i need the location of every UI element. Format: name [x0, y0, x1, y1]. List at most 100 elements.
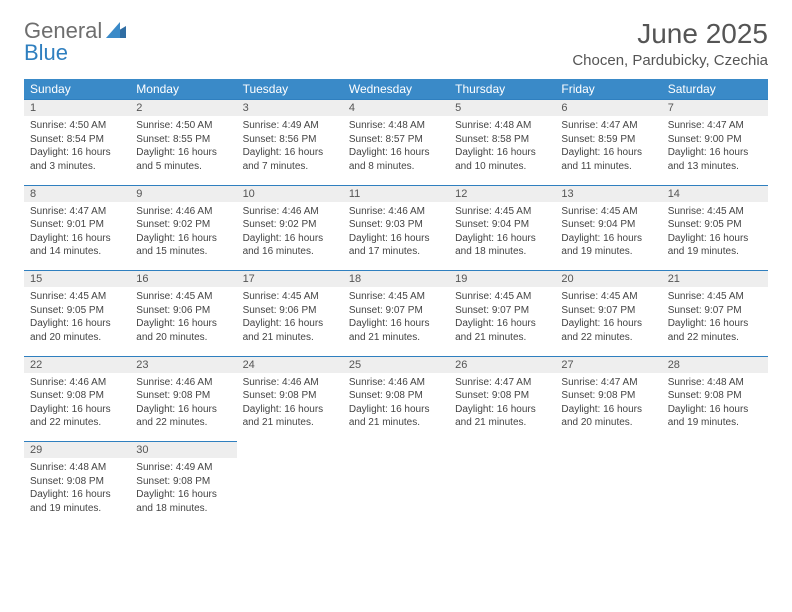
sunrise-line: Sunrise: 4:46 AM — [136, 205, 230, 219]
day-number: 6 — [555, 100, 661, 117]
daylight-line: Daylight: 16 hours and 20 minutes. — [136, 317, 230, 344]
daylight-line: Daylight: 16 hours and 3 minutes. — [30, 146, 124, 173]
day-number: 12 — [449, 185, 555, 202]
sunrise-line: Sunrise: 4:49 AM — [243, 119, 337, 133]
day-details: Sunrise: 4:47 AMSunset: 8:59 PMDaylight:… — [555, 116, 661, 181]
day-number: 4 — [343, 100, 449, 117]
sunrise-line: Sunrise: 4:46 AM — [243, 376, 337, 390]
sunrise-line: Sunrise: 4:47 AM — [30, 205, 124, 219]
sunrise-line: Sunrise: 4:47 AM — [455, 376, 549, 390]
day-details: Sunrise: 4:49 AMSunset: 8:56 PMDaylight:… — [237, 116, 343, 181]
sunset-line: Sunset: 8:57 PM — [349, 133, 443, 147]
daylight-line: Daylight: 16 hours and 21 minutes. — [455, 403, 549, 430]
day-number: 13 — [555, 185, 661, 202]
day-number: 29 — [24, 442, 130, 459]
sunset-line: Sunset: 8:58 PM — [455, 133, 549, 147]
sunset-line: Sunset: 9:04 PM — [561, 218, 655, 232]
day-details: Sunrise: 4:46 AMSunset: 9:08 PMDaylight:… — [343, 373, 449, 438]
daylight-line: Daylight: 16 hours and 21 minutes. — [455, 317, 549, 344]
day-details: Sunrise: 4:45 AMSunset: 9:04 PMDaylight:… — [555, 202, 661, 267]
daylight-line: Daylight: 16 hours and 19 minutes. — [668, 403, 762, 430]
day-details: Sunrise: 4:49 AMSunset: 9:08 PMDaylight:… — [130, 458, 236, 523]
daylight-line: Daylight: 16 hours and 8 minutes. — [349, 146, 443, 173]
sunset-line: Sunset: 9:00 PM — [668, 133, 762, 147]
day-details: Sunrise: 4:50 AMSunset: 8:55 PMDaylight:… — [130, 116, 236, 181]
day-details: Sunrise: 4:46 AMSunset: 9:02 PMDaylight:… — [237, 202, 343, 267]
day-number: 9 — [130, 185, 236, 202]
day-details: Sunrise: 4:50 AMSunset: 8:54 PMDaylight:… — [24, 116, 130, 181]
sunset-line: Sunset: 9:02 PM — [136, 218, 230, 232]
month-title: June 2025 — [572, 18, 768, 50]
day-number: 28 — [662, 356, 768, 373]
day-number: 20 — [555, 271, 661, 288]
daylight-line: Daylight: 16 hours and 19 minutes. — [561, 232, 655, 259]
dayhead-thursday: Thursday — [449, 79, 555, 100]
day-details: Sunrise: 4:48 AMSunset: 8:58 PMDaylight:… — [449, 116, 555, 181]
sunrise-line: Sunrise: 4:45 AM — [136, 290, 230, 304]
day-number: 21 — [662, 271, 768, 288]
day-details: Sunrise: 4:46 AMSunset: 9:03 PMDaylight:… — [343, 202, 449, 267]
day-number: 11 — [343, 185, 449, 202]
logo-word2: Blue — [24, 40, 68, 65]
sunrise-line: Sunrise: 4:45 AM — [349, 290, 443, 304]
sunrise-line: Sunrise: 4:47 AM — [561, 119, 655, 133]
day-details: Sunrise: 4:45 AMSunset: 9:06 PMDaylight:… — [130, 287, 236, 352]
dayhead-sunday: Sunday — [24, 79, 130, 100]
day-number: 18 — [343, 271, 449, 288]
sunset-line: Sunset: 9:07 PM — [561, 304, 655, 318]
calendar-table: SundayMondayTuesdayWednesdayThursdayFrid… — [24, 79, 768, 523]
day-number: 2 — [130, 100, 236, 117]
daylight-line: Daylight: 16 hours and 19 minutes. — [30, 488, 124, 515]
sunset-line: Sunset: 9:08 PM — [349, 389, 443, 403]
sunrise-line: Sunrise: 4:45 AM — [668, 290, 762, 304]
header: General June 2025 Chocen, Pardubicky, Cz… — [24, 18, 768, 69]
day-number: 14 — [662, 185, 768, 202]
sunset-line: Sunset: 9:07 PM — [349, 304, 443, 318]
day-details: Sunrise: 4:45 AMSunset: 9:06 PMDaylight:… — [237, 287, 343, 352]
day-details: Sunrise: 4:45 AMSunset: 9:05 PMDaylight:… — [24, 287, 130, 352]
day-number: 25 — [343, 356, 449, 373]
sunset-line: Sunset: 9:03 PM — [349, 218, 443, 232]
day-number: 10 — [237, 185, 343, 202]
day-details: Sunrise: 4:45 AMSunset: 9:05 PMDaylight:… — [662, 202, 768, 267]
day-details: Sunrise: 4:45 AMSunset: 9:07 PMDaylight:… — [555, 287, 661, 352]
daylight-line: Daylight: 16 hours and 18 minutes. — [455, 232, 549, 259]
sunset-line: Sunset: 9:05 PM — [668, 218, 762, 232]
sunset-line: Sunset: 9:06 PM — [243, 304, 337, 318]
sunrise-line: Sunrise: 4:46 AM — [30, 376, 124, 390]
day-details: Sunrise: 4:47 AMSunset: 9:00 PMDaylight:… — [662, 116, 768, 181]
daylight-line: Daylight: 16 hours and 18 minutes. — [136, 488, 230, 515]
sunrise-line: Sunrise: 4:45 AM — [561, 290, 655, 304]
day-number: 23 — [130, 356, 236, 373]
sunrise-line: Sunrise: 4:48 AM — [30, 461, 124, 475]
daylight-line: Daylight: 16 hours and 13 minutes. — [668, 146, 762, 173]
location: Chocen, Pardubicky, Czechia — [572, 52, 768, 69]
daylight-line: Daylight: 16 hours and 21 minutes. — [349, 403, 443, 430]
day-number: 5 — [449, 100, 555, 117]
sunrise-line: Sunrise: 4:50 AM — [30, 119, 124, 133]
day-number: 30 — [130, 442, 236, 459]
daylight-line: Daylight: 16 hours and 21 minutes. — [243, 317, 337, 344]
sunset-line: Sunset: 9:04 PM — [455, 218, 549, 232]
daylight-line: Daylight: 16 hours and 22 minutes. — [561, 317, 655, 344]
day-details: Sunrise: 4:48 AMSunset: 8:57 PMDaylight:… — [343, 116, 449, 181]
sunrise-line: Sunrise: 4:47 AM — [561, 376, 655, 390]
sunrise-line: Sunrise: 4:45 AM — [561, 205, 655, 219]
sunrise-line: Sunrise: 4:50 AM — [136, 119, 230, 133]
sunrise-line: Sunrise: 4:46 AM — [243, 205, 337, 219]
daylight-line: Daylight: 16 hours and 21 minutes. — [243, 403, 337, 430]
daylight-line: Daylight: 16 hours and 22 minutes. — [136, 403, 230, 430]
sunrise-line: Sunrise: 4:48 AM — [455, 119, 549, 133]
day-details: Sunrise: 4:47 AMSunset: 9:08 PMDaylight:… — [555, 373, 661, 438]
sunrise-line: Sunrise: 4:48 AM — [349, 119, 443, 133]
day-number: 19 — [449, 271, 555, 288]
sunset-line: Sunset: 8:56 PM — [243, 133, 337, 147]
daylight-line: Daylight: 16 hours and 16 minutes. — [243, 232, 337, 259]
sunrise-line: Sunrise: 4:46 AM — [136, 376, 230, 390]
day-details: Sunrise: 4:46 AMSunset: 9:08 PMDaylight:… — [237, 373, 343, 438]
sunrise-line: Sunrise: 4:47 AM — [668, 119, 762, 133]
sunset-line: Sunset: 8:54 PM — [30, 133, 124, 147]
dayhead-monday: Monday — [130, 79, 236, 100]
day-details: Sunrise: 4:45 AMSunset: 9:07 PMDaylight:… — [449, 287, 555, 352]
day-number: 15 — [24, 271, 130, 288]
